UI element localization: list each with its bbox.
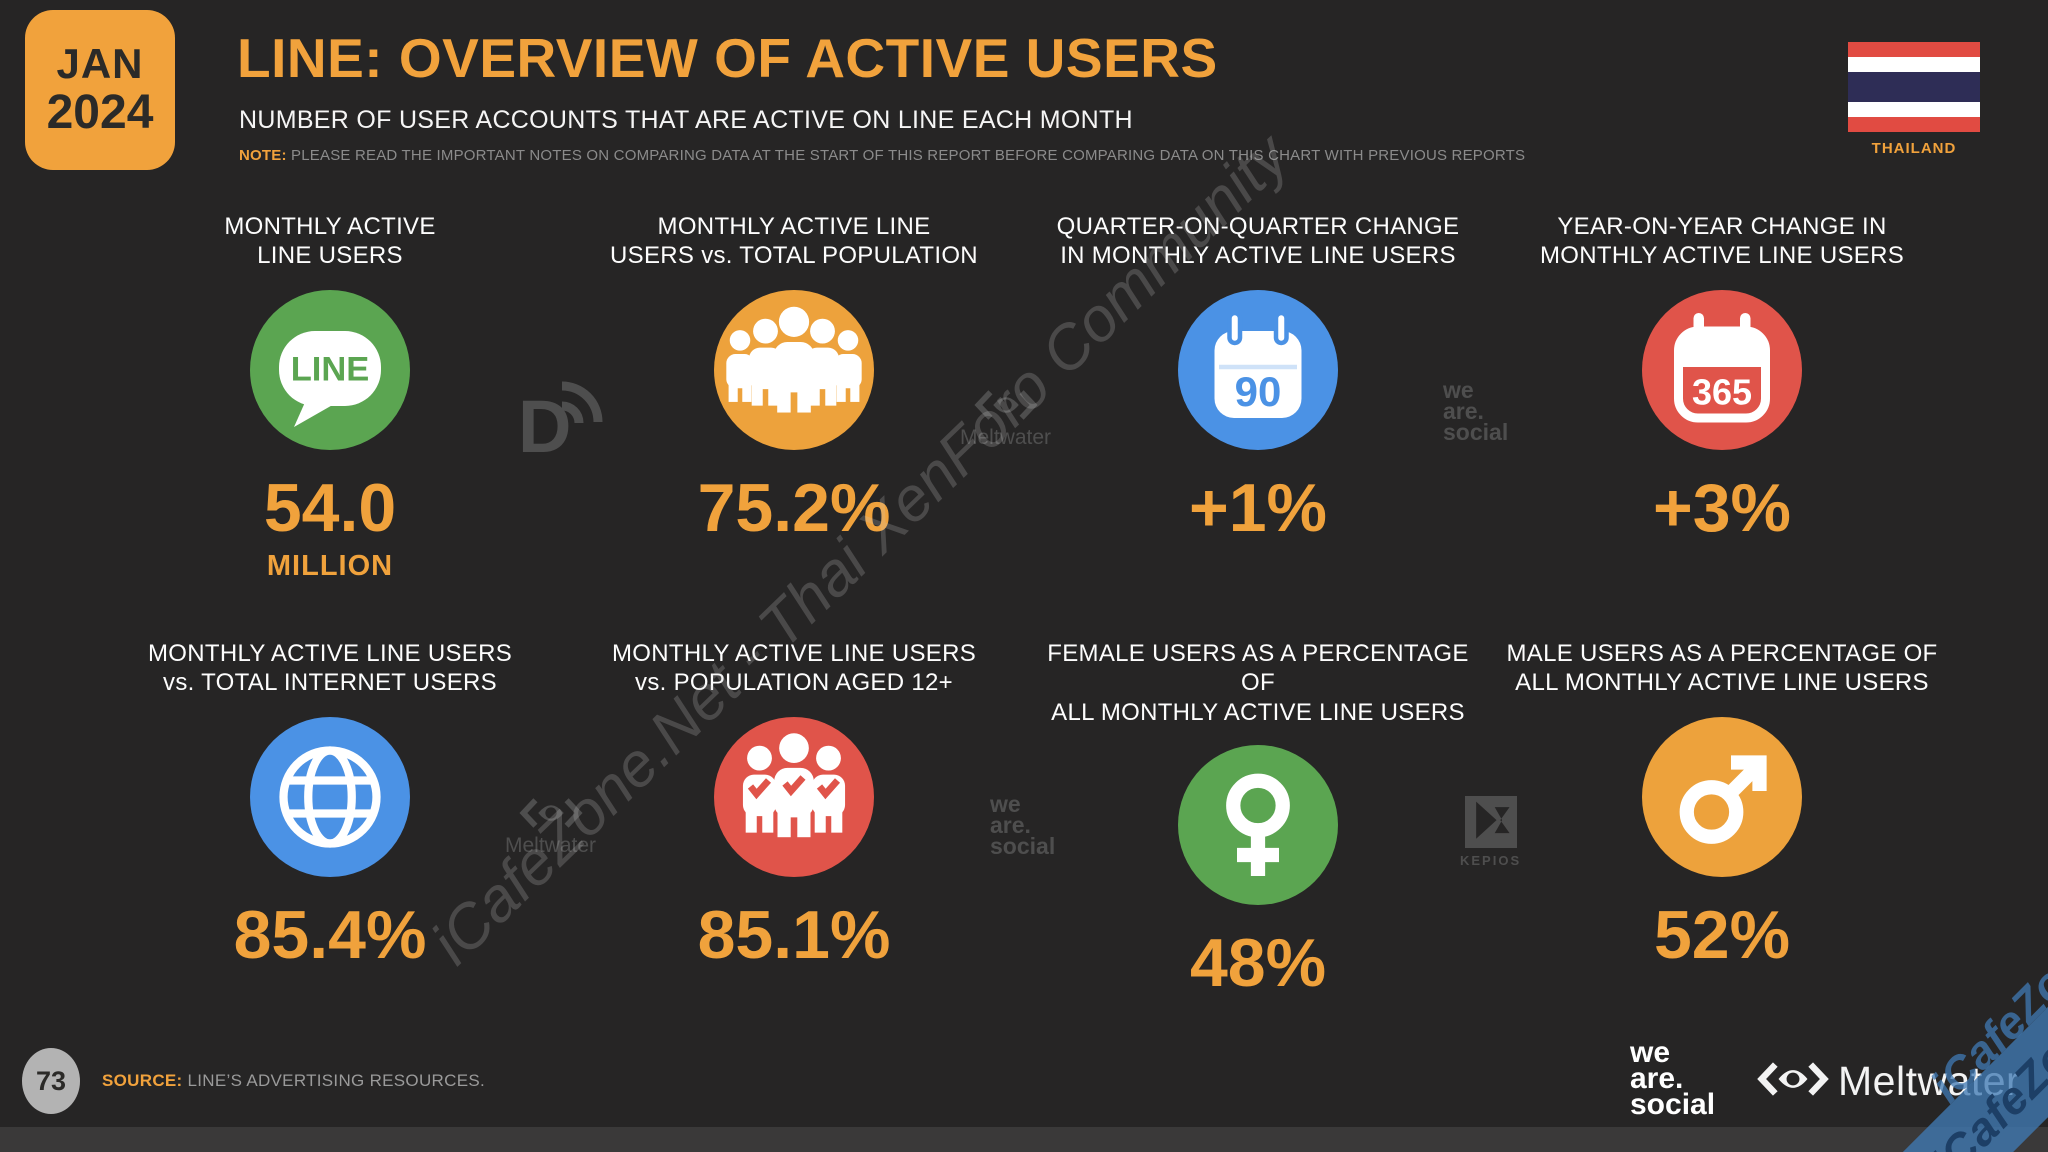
title-line: ALL MONTHLY ACTIVE LINE USERS	[1051, 698, 1465, 726]
meltwater-label: Meltwater	[960, 426, 1052, 449]
meltwater-eye-icon	[1756, 1059, 1830, 1104]
note-label: NOTE:	[239, 147, 287, 164]
kepios-logo-faded: KEPIOS	[1460, 796, 1521, 868]
title-line: MONTHLY ACTIVE LINE USERS	[1539, 242, 1905, 270]
stat-unit: MILLION	[266, 550, 394, 582]
meltwater-logo-faded: Meltwater	[505, 796, 596, 858]
calendar-365-icon: 365	[1642, 290, 1802, 450]
thailand-flag-icon	[1848, 42, 1980, 132]
stat-value: 48%	[1189, 924, 1327, 1001]
source-label: SOURCE:	[102, 1071, 183, 1090]
title-line: QUARTER-ON-QUARTER CHANGE	[1056, 213, 1460, 240]
badge-year: 2024	[46, 85, 154, 139]
stat-value: 85.1%	[697, 897, 891, 973]
stat-card-title: FEMALE USERS AS A PERCENTAGE OF ALL MONT…	[1036, 639, 1480, 727]
source-line: SOURCE: LINE’S ADVERTISING RESOURCES.	[102, 1071, 485, 1091]
stat-card-female: FEMALE USERS AS A PERCENTAGE OF ALL MONT…	[1036, 639, 1480, 997]
svg-text:90: 90	[1235, 368, 1282, 415]
stat-card-title: YEAR-ON-YEAR CHANGE IN MONTHLY ACTIVE LI…	[1500, 212, 1944, 272]
title-line: MALE USERS AS A PERCENTAGE OF	[1506, 640, 1938, 667]
line-logo-icon: LINE	[250, 290, 410, 450]
people-check-icon	[714, 717, 874, 877]
stat-card-mau: MONTHLY ACTIVE LINE USERS LINE 54.0 MILL…	[108, 212, 552, 583]
title-line: MONTHLY ACTIVE LINE USERS	[611, 640, 977, 667]
globe-icon	[250, 717, 410, 877]
meltwater-label: Meltwater	[505, 834, 597, 857]
stat-card-title: MONTHLY ACTIVE LINE USERS vs. POPULATION…	[572, 639, 1016, 699]
wearesocial-logo: we are. social	[1630, 1036, 1716, 1121]
stat-card-yoy: YEAR-ON-YEAR CHANGE IN MONTHLY ACTIVE LI…	[1500, 212, 1944, 583]
stat-card-title: MONTHLY ACTIVE LINE USERS	[108, 212, 552, 272]
stat-cards-grid: MONTHLY ACTIVE LINE USERS LINE 54.0 MILL…	[98, 212, 1954, 997]
kepios-label: KEPIOS	[1460, 853, 1522, 868]
stat-value: 75.2%	[697, 470, 891, 546]
title-line: MONTHLY ACTIVE LINE	[657, 213, 931, 240]
stat-value: +3%	[1653, 470, 1791, 546]
stat-card-male: MALE USERS AS A PERCENTAGE OF ALL MONTHL…	[1500, 639, 1944, 997]
stat-card-title: MALE USERS AS A PERCENTAGE OF ALL MONTHL…	[1500, 639, 1944, 699]
title-line: vs. TOTAL INTERNET USERS	[163, 669, 497, 697]
page-number-badge: 73	[22, 1048, 80, 1114]
stat-value: 52%	[1653, 897, 1791, 973]
stat-card-qoq: QUARTER-ON-QUARTER CHANGE IN MONTHLY ACT…	[1036, 212, 1480, 583]
title-line: USERS vs. TOTAL POPULATION	[610, 242, 978, 270]
title-line: LINE USERS	[257, 242, 403, 270]
bottom-strip	[0, 1127, 2048, 1152]
stat-card-vs-internet: MONTHLY ACTIVE LINE USERS vs. TOTAL INTE…	[108, 639, 552, 997]
male-symbol-icon	[1642, 717, 1802, 877]
page-title: LINE: OVERVIEW OF ACTIVE USERS	[237, 27, 1218, 89]
svg-text:LINE: LINE	[291, 351, 370, 389]
page-number: 73	[35, 1065, 67, 1096]
stat-value: 85.4%	[233, 897, 427, 973]
wearesocial-logo-faded: we are. social	[990, 791, 1056, 859]
note-body: PLEASE READ THE IMPORTANT NOTES ON COMPA…	[291, 147, 1526, 164]
people-group-icon	[714, 290, 874, 450]
svg-text:365: 365	[1692, 372, 1752, 413]
note-text: NOTE: PLEASE READ THE IMPORTANT NOTES ON…	[239, 147, 1525, 164]
wearesocial-logo-faded: we are. social	[1443, 377, 1509, 445]
title-line: FEMALE USERS AS A PERCENTAGE OF	[1047, 640, 1469, 697]
title-line: MONTHLY ACTIVE	[224, 213, 436, 240]
stat-value: +1%	[1189, 470, 1327, 546]
stat-card-title: MONTHLY ACTIVE LINE USERS vs. TOTAL INTE…	[108, 639, 552, 699]
title-line: ALL MONTHLY ACTIVE LINE USERS	[1515, 669, 1929, 697]
source-text: LINE’S ADVERTISING RESOURCES.	[187, 1071, 485, 1090]
stat-value: 54.0	[263, 470, 397, 546]
page-subtitle: NUMBER OF USER ACCOUNTS THAT ARE ACTIVE …	[239, 106, 1133, 134]
stat-card-vs-population: MONTHLY ACTIVE LINE USERS vs. TOTAL POPU…	[572, 212, 1016, 583]
female-symbol-icon	[1178, 744, 1338, 905]
title-line: YEAR-ON-YEAR CHANGE IN	[1557, 213, 1887, 240]
title-line: MONTHLY ACTIVE LINE USERS	[147, 640, 513, 667]
country-label: THAILAND	[1871, 140, 1957, 157]
stat-card-title: MONTHLY ACTIVE LINE USERS vs. TOTAL POPU…	[572, 212, 1016, 272]
meltwater-logo-faded: Meltwater	[960, 388, 1051, 450]
badge-month: JAN	[56, 40, 144, 88]
stat-card-vs-aged12: MONTHLY ACTIVE LINE USERS vs. POPULATION…	[572, 639, 1016, 997]
datareportal-logo-faded: D	[518, 368, 610, 468]
title-line: vs. POPULATION AGED 12+	[635, 669, 953, 697]
svg-text:D: D	[518, 385, 571, 458]
date-badge: JAN 2024	[25, 10, 175, 170]
title-line: IN MONTHLY ACTIVE LINE USERS	[1060, 242, 1456, 270]
stat-card-title: QUARTER-ON-QUARTER CHANGE IN MONTHLY ACT…	[1036, 212, 1480, 272]
calendar-90-icon: 90	[1178, 290, 1338, 450]
